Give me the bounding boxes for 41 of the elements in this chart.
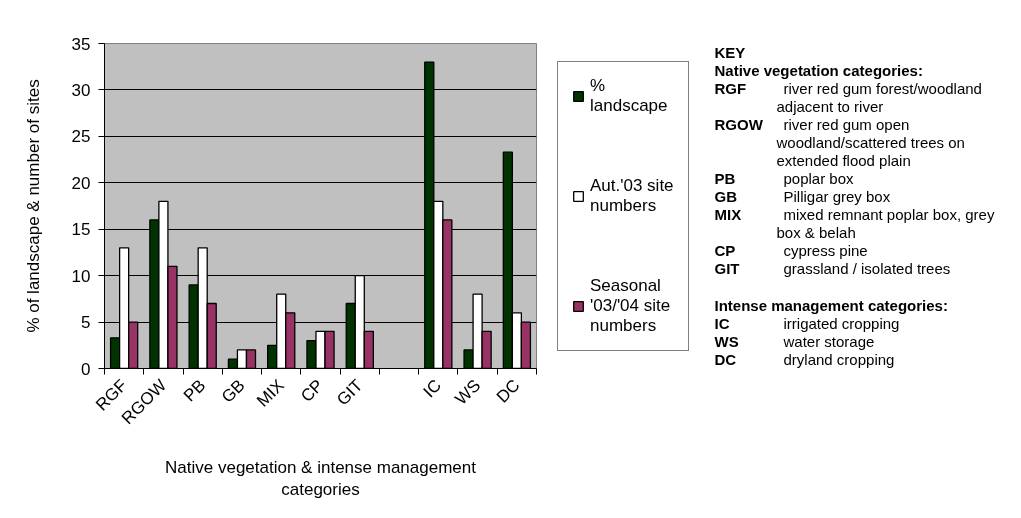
y-tick-label: 20 — [71, 173, 91, 193]
x-tick-label: CP — [297, 375, 328, 406]
x-axis-title: Native vegetation & intense management categories — [165, 457, 477, 500]
legend-label: Aut.'03 site numbers — [590, 175, 674, 216]
text: RGF — [714, 80, 747, 98]
text: RGOW — [714, 116, 764, 134]
x-tick-label: MIX — [253, 375, 288, 411]
text: dryland cropping — [783, 350, 895, 368]
y-tick-label: 25 — [71, 127, 91, 147]
y-tick-label: 30 — [71, 80, 91, 100]
legend-label: Seasonal '03/'04 site numbers — [590, 275, 671, 336]
text: poplar box — [783, 170, 855, 188]
text: GIT — [714, 260, 740, 278]
text: Intense management categories: — [714, 296, 948, 314]
text: WS — [714, 332, 739, 350]
text: irrigated cropping — [783, 314, 900, 332]
text: CP — [714, 242, 736, 260]
text: Pilligar grey box — [783, 188, 891, 206]
x-tick-label: GB — [217, 375, 249, 407]
legend-label: % landscape — [590, 75, 668, 116]
y-tick-label: 35 — [71, 34, 91, 54]
y-axis-title: % of landscape & number of sites — [23, 79, 43, 333]
x-tick-label: PB — [179, 375, 210, 406]
text: PB — [714, 170, 736, 188]
text: DC — [714, 350, 737, 368]
text: KEY — [714, 44, 746, 62]
x-tick-label: IC — [419, 375, 446, 402]
text: GB — [714, 188, 738, 206]
text: IC — [714, 314, 730, 332]
text: water storage — [782, 332, 875, 350]
x-tick-label: WS — [451, 375, 485, 409]
x-tick-label: GIT — [333, 375, 367, 410]
text: Native vegetation categories: — [714, 62, 923, 80]
y-tick-label: 0 — [81, 359, 91, 379]
text: cypress pine — [783, 242, 868, 260]
text: MIX — [714, 206, 742, 224]
y-tick-label: 15 — [71, 220, 91, 240]
text: grassland / isolated trees — [783, 260, 951, 278]
y-tick-label: 5 — [81, 313, 91, 333]
x-tick-label: DC — [492, 375, 524, 407]
y-tick-label: 10 — [71, 266, 91, 286]
